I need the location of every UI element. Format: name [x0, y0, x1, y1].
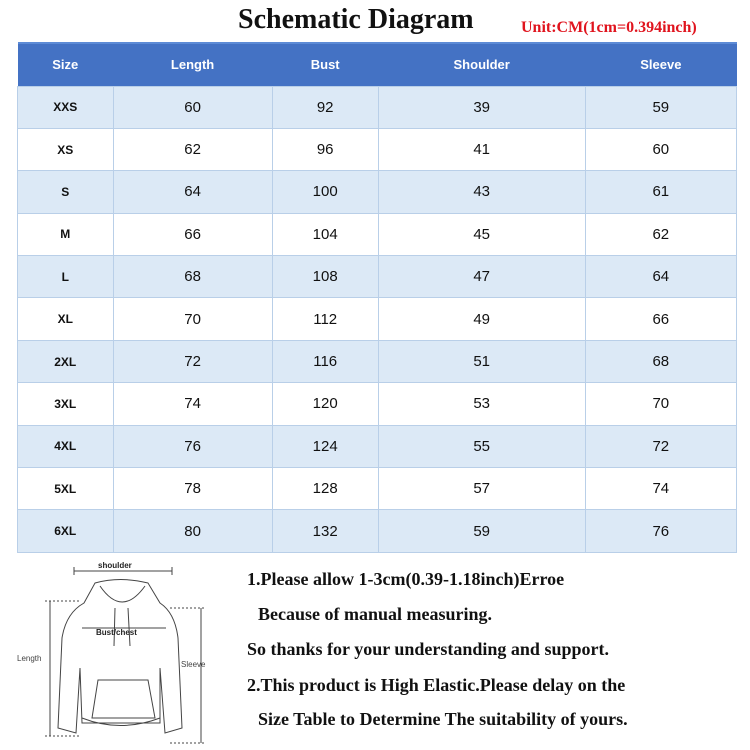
measure-cell: 45 [377, 212, 586, 257]
column-header: Length [113, 42, 273, 86]
measure-cell: 66 [112, 212, 273, 257]
note-line: Size Table to Determine The suitability … [258, 709, 628, 729]
measure-cell: 78 [112, 467, 273, 511]
measure-cell: 96 [271, 127, 379, 172]
measure-cell: 39 [377, 85, 586, 129]
table-row: S 64 100 43 61 [17, 170, 738, 214]
measure-cell: 68 [112, 255, 273, 299]
size-cell: 3XL [17, 382, 114, 426]
column-header: Shoulder [378, 42, 586, 86]
measure-cell: 59 [377, 509, 586, 553]
measure-cell: 76 [584, 509, 738, 553]
measure-cell: 53 [377, 382, 586, 426]
measure-cell: 76 [112, 424, 273, 469]
table-row: L 68 108 47 64 [17, 255, 738, 299]
measure-cell: 47 [377, 255, 586, 299]
measure-cell: 51 [377, 339, 586, 384]
measure-cell: 68 [584, 339, 738, 384]
note-line: Because of manual measuring. [258, 604, 492, 624]
column-header: Size [17, 42, 114, 86]
measure-cell: 64 [584, 255, 738, 299]
size-cell: XS [17, 127, 114, 172]
measure-cell: 43 [377, 170, 586, 214]
measure-cell: 62 [584, 212, 738, 257]
column-header: Sleeve [585, 42, 737, 86]
size-cell: 5XL [17, 467, 114, 511]
sleeve-label: Sleeve [181, 660, 206, 669]
measure-cell: 112 [271, 297, 379, 341]
measure-cell: 66 [584, 297, 738, 341]
measure-cell: 120 [271, 382, 379, 426]
column-header: Bust [272, 42, 379, 86]
measure-cell: 41 [377, 127, 586, 172]
table-row: M 66 104 45 62 [17, 212, 738, 257]
table-row: XS 62 96 41 60 [17, 127, 738, 172]
size-cell: XL [17, 297, 114, 341]
measure-cell: 108 [271, 255, 379, 299]
measure-cell: 49 [377, 297, 586, 341]
table-row: 2XL 72 116 51 68 [17, 339, 738, 384]
table-row: XXS 60 92 39 59 [17, 85, 738, 129]
size-cell: 2XL [17, 339, 114, 384]
size-cell: L [17, 255, 114, 299]
note-line: So thanks for your understanding and sup… [247, 639, 609, 659]
measure-cell: 59 [584, 85, 738, 129]
bust-label: Bust/chest [96, 628, 137, 637]
table-row: XL 70 112 49 66 [17, 297, 738, 341]
hoodie-diagram: shoulder Bust/chest Length Sleeve [17, 561, 206, 744]
measure-cell: 70 [584, 382, 738, 426]
length-label: Length [17, 654, 41, 663]
measure-cell: 92 [271, 85, 379, 129]
measure-cell: 124 [271, 424, 379, 469]
table-row: 5XL 78 128 57 74 [17, 467, 738, 511]
measure-cell: 80 [112, 509, 273, 553]
page-title: Schematic Diagram [238, 4, 474, 35]
measure-cell: 57 [377, 467, 586, 511]
measure-cell: 128 [271, 467, 379, 511]
measure-cell: 104 [271, 212, 379, 257]
measure-cell: 70 [112, 297, 273, 341]
size-cell: S [17, 170, 114, 214]
size-cell: XXS [17, 85, 114, 129]
measure-cell: 61 [584, 170, 738, 214]
measure-cell: 60 [112, 85, 273, 129]
table-row: 3XL 74 120 53 70 [17, 382, 738, 426]
measure-cell: 72 [112, 339, 273, 384]
table-row: 4XL 76 124 55 72 [17, 424, 738, 469]
size-cell: M [17, 212, 114, 257]
measure-cell: 72 [584, 424, 738, 469]
size-cell: 4XL [17, 424, 114, 469]
table-header: Size Length Bust Shoulder Sleeve [17, 42, 737, 86]
measure-cell: 74 [584, 467, 738, 511]
table-row: 6XL 80 132 59 76 [17, 509, 738, 553]
measure-cell: 100 [271, 170, 379, 214]
measure-cell: 116 [271, 339, 379, 384]
size-table: Size Length Bust Shoulder Sleeve XXS 60 92 39 59… [17, 42, 738, 553]
measure-cell: 60 [584, 127, 738, 172]
measure-cell: 64 [112, 170, 273, 214]
measure-cell: 62 [112, 127, 273, 172]
unit-label: Unit:CM(1cm=0.394inch) [521, 19, 697, 36]
shoulder-label: shoulder [98, 561, 132, 570]
note-line: 2.This product is High Elastic.Please de… [247, 675, 626, 695]
measure-cell: 55 [377, 424, 586, 469]
measure-cell: 132 [271, 509, 379, 553]
size-cell: 6XL [17, 509, 114, 553]
note-line: 1.Please allow 1-3cm(0.39-1.18inch)Erroe [247, 569, 565, 589]
measure-cell: 74 [112, 382, 273, 426]
